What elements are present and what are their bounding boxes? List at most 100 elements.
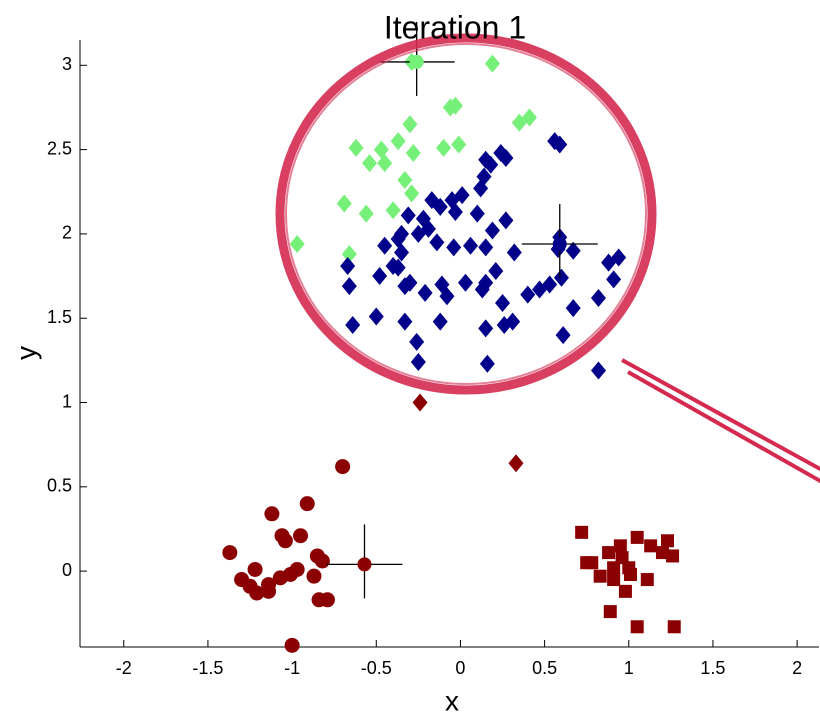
- circle-point: [261, 583, 277, 599]
- centroid-dot: [357, 557, 372, 572]
- square-point: [607, 561, 621, 575]
- diamond-point: [473, 179, 489, 198]
- circle-point: [222, 545, 238, 561]
- diamond-point: [495, 294, 511, 313]
- square-point: [607, 573, 621, 587]
- diamond-point: [385, 201, 401, 220]
- square-point: [575, 525, 589, 539]
- square-point: [655, 546, 669, 560]
- diamond-point: [400, 206, 416, 225]
- square-point: [593, 569, 607, 583]
- x-tick-label: -0.5: [361, 658, 392, 678]
- circle-point: [293, 528, 309, 544]
- diamond-point: [506, 243, 522, 262]
- diamond-point: [394, 243, 410, 262]
- square-point: [666, 549, 680, 563]
- diamond-point: [478, 238, 494, 257]
- square-point: [618, 584, 632, 598]
- diamond-point: [410, 353, 426, 372]
- x-tick-label: -1.5: [192, 658, 223, 678]
- diamond-point: [446, 238, 462, 257]
- chart-title: Iteration 1: [384, 9, 526, 45]
- diamond-point: [368, 307, 384, 326]
- circle-point: [306, 568, 322, 584]
- diamond-point: [478, 273, 494, 292]
- diamond-point: [508, 454, 524, 473]
- diamond-point: [289, 235, 305, 254]
- diamond-point: [397, 312, 413, 331]
- circle-point: [299, 496, 315, 512]
- magnifier-lens-inner: [285, 43, 647, 385]
- plot-area: -2 -1.5 -1 -0.5 0 0.5 1 1.5 2 0 0.5 1 1.5 2 2.5 3: [47, 21, 819, 678]
- diamond-point: [417, 283, 433, 302]
- y-axis-label: y: [10, 346, 41, 360]
- centroid-dot: [409, 54, 424, 69]
- circle-point: [319, 592, 335, 608]
- x-tick-label: -1: [284, 658, 300, 678]
- diamond-point: [373, 140, 389, 159]
- diamond-point: [565, 299, 581, 318]
- diamond-point: [555, 326, 571, 345]
- square-point: [660, 534, 674, 548]
- x-axis-label: x: [445, 685, 459, 716]
- y-tick-label: 2.5: [47, 138, 72, 158]
- diamond-point: [498, 149, 514, 168]
- diamond-point: [358, 204, 374, 223]
- y-tick-label: 0.5: [47, 476, 72, 496]
- diamond-point: [341, 277, 357, 296]
- y-tick-label: 3: [62, 54, 72, 74]
- diamond-point: [601, 253, 617, 272]
- circle-point: [247, 561, 263, 577]
- circle-point: [234, 572, 250, 588]
- diamond-point: [397, 170, 413, 189]
- diamond-point: [552, 135, 568, 154]
- square-point: [644, 539, 658, 553]
- diamond-point: [405, 143, 421, 162]
- diamond-point: [345, 315, 361, 334]
- diamond-point: [447, 202, 463, 221]
- y-tick-label: 1: [62, 391, 72, 411]
- diamond-point: [451, 135, 467, 154]
- diamond-point: [483, 155, 499, 174]
- diamond-point: [488, 261, 504, 280]
- diamond-point: [412, 393, 428, 412]
- diamond-point: [404, 184, 420, 203]
- diamond-point: [432, 197, 448, 216]
- circle-point: [264, 506, 280, 522]
- diamond-point: [590, 288, 606, 307]
- x-tick-label: 1: [624, 658, 634, 678]
- diamond-point: [478, 319, 494, 338]
- diamond-point: [590, 361, 606, 380]
- magnifier-handle: [621, 358, 820, 484]
- diamond-point: [377, 154, 393, 173]
- square-point: [580, 556, 594, 570]
- diamond-point: [415, 209, 431, 228]
- magnifier-lens: [275, 33, 657, 395]
- diamond-point: [402, 115, 418, 134]
- diamond-point: [498, 211, 514, 230]
- square-point: [613, 539, 627, 553]
- diamond-point: [429, 233, 445, 252]
- square-point: [667, 620, 681, 634]
- diamond-point: [520, 285, 536, 304]
- diamond-point: [463, 236, 479, 255]
- y-tick-label: 1.5: [47, 307, 72, 327]
- diamond-point: [542, 275, 558, 294]
- diamond-point: [511, 113, 527, 132]
- diamond-point: [348, 138, 364, 157]
- y-tick-label: 0: [62, 560, 72, 580]
- diamond-point: [362, 154, 378, 173]
- centroid-dot: [552, 237, 567, 252]
- diamond-point: [447, 96, 463, 115]
- diamond-point: [606, 270, 622, 289]
- x-tick-label: 0.5: [532, 658, 557, 678]
- circle-point: [289, 561, 305, 577]
- diamond-point: [402, 273, 418, 292]
- circle-point: [314, 553, 330, 569]
- centroid: [326, 524, 403, 599]
- centroid: [378, 21, 455, 96]
- magnifier: [275, 33, 820, 484]
- diamond-point: [390, 258, 406, 277]
- diamond-point: [436, 138, 452, 157]
- x-tick-label: -2: [116, 658, 132, 678]
